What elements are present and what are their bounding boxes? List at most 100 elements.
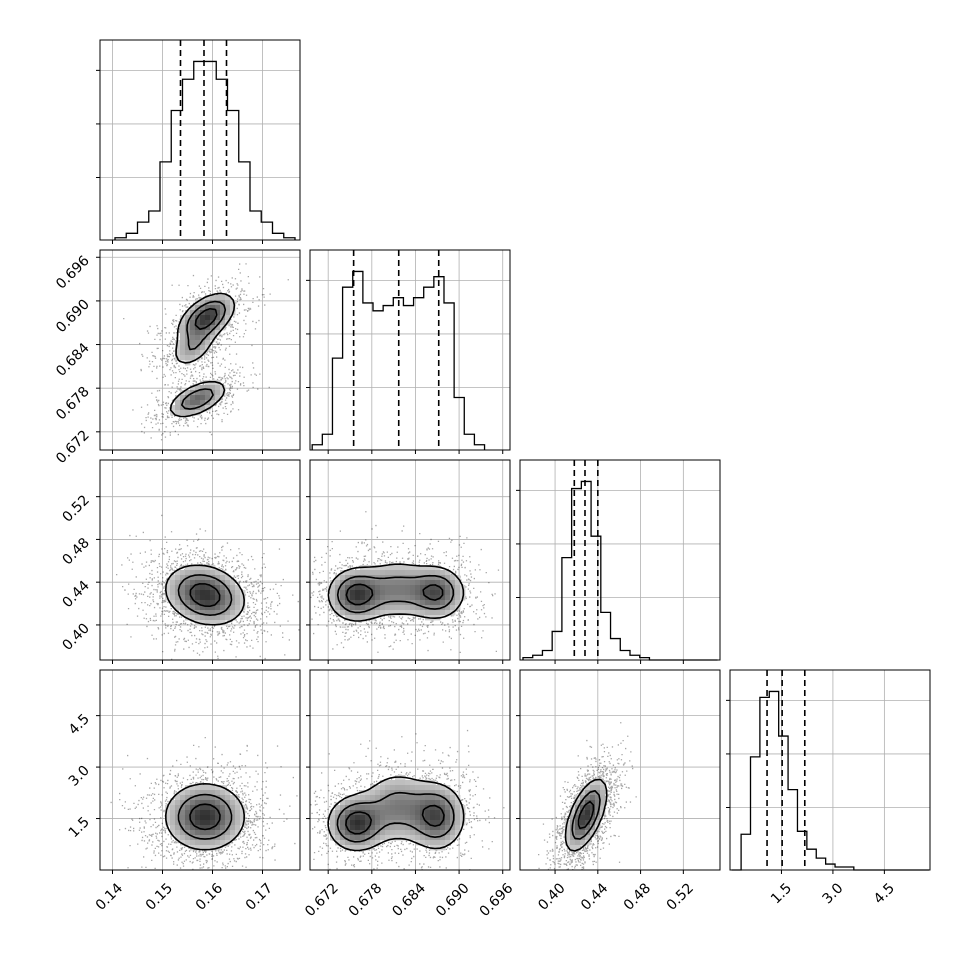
density-cell <box>360 600 366 606</box>
density-cell <box>200 575 206 581</box>
density-cell <box>175 835 181 841</box>
density-cell <box>210 800 216 806</box>
density-cell <box>180 815 186 821</box>
density-cell <box>370 830 376 836</box>
density-cell <box>185 395 191 401</box>
density-cell <box>420 605 426 611</box>
density-cell <box>600 805 606 811</box>
y-tick-label: 0.52 <box>59 492 92 525</box>
density-cell <box>410 785 416 791</box>
panel-background <box>310 460 510 660</box>
density-cell <box>435 835 441 841</box>
density-cell <box>390 800 396 806</box>
density-cell <box>415 825 421 831</box>
density-cell <box>205 840 211 846</box>
density-cell <box>600 795 606 801</box>
density-cell <box>440 825 446 831</box>
density-cell <box>350 615 356 621</box>
density-cell <box>380 830 386 836</box>
density-cell <box>430 590 436 596</box>
density-cell <box>175 395 181 401</box>
density-cell <box>425 835 431 841</box>
density-cell <box>180 810 186 816</box>
density-cell <box>185 590 191 596</box>
density-cell <box>420 590 426 596</box>
density-cell <box>175 400 181 406</box>
density-cell <box>225 810 231 816</box>
density-cell <box>195 590 201 596</box>
panel-background <box>100 460 300 660</box>
density-cell <box>575 800 581 806</box>
density-cell <box>575 830 581 836</box>
density-cell <box>335 610 341 616</box>
density-cell <box>185 825 191 831</box>
y-tick-label: 0.690 <box>53 296 93 336</box>
density-cell <box>220 320 226 326</box>
density-cell <box>380 785 386 791</box>
density-cell <box>210 790 216 796</box>
density-cell <box>210 785 216 791</box>
density-cell <box>395 805 401 811</box>
density-cell <box>210 600 216 606</box>
density-cell <box>205 820 211 826</box>
density-cell <box>200 840 206 846</box>
density-cell <box>375 585 381 591</box>
density-cell <box>210 605 216 611</box>
density-cell <box>380 815 386 821</box>
density-cell <box>170 590 176 596</box>
density-cell <box>205 605 211 611</box>
density-cell <box>370 835 376 841</box>
density-cell <box>205 330 211 336</box>
density-cell <box>200 805 206 811</box>
density-cell <box>405 795 411 801</box>
density-cell <box>360 575 366 581</box>
density-cell <box>405 605 411 611</box>
density-cell <box>375 800 381 806</box>
density-cell <box>230 610 236 616</box>
contour-line <box>194 308 218 330</box>
density-cell <box>570 815 576 821</box>
density-cell <box>215 575 221 581</box>
density-cell <box>440 835 446 841</box>
density-cell <box>200 335 206 341</box>
density-cell <box>350 835 356 841</box>
density-cell <box>380 805 386 811</box>
contour-line <box>177 793 233 840</box>
density-cell <box>180 795 186 801</box>
density-cell <box>420 575 426 581</box>
x-tick-label: 0.678 <box>346 880 386 920</box>
x-tick-label: 0.44 <box>578 880 611 913</box>
density-cell <box>190 840 196 846</box>
density-cell <box>415 565 421 571</box>
density-cell <box>180 820 186 826</box>
density-cell <box>180 835 186 841</box>
density-cell <box>395 830 401 836</box>
density-cell <box>595 795 601 801</box>
density-cell <box>445 815 451 821</box>
y-tick-label: 3.0 <box>66 763 93 790</box>
density-cell <box>445 835 451 841</box>
density-cell <box>385 605 391 611</box>
density-cell <box>395 580 401 586</box>
density-cell <box>355 845 361 851</box>
density-cell <box>230 605 236 611</box>
density-cell <box>420 840 426 846</box>
density-cell <box>440 595 446 601</box>
histogram-panel: 1.5 3.0 4.5 <box>726 669 931 907</box>
density-cell <box>410 605 416 611</box>
density-cell <box>575 835 581 841</box>
density-cell <box>170 585 176 591</box>
density-cell <box>335 835 341 841</box>
density-cell <box>385 805 391 811</box>
density-cell <box>195 795 201 801</box>
density-cell <box>405 805 411 811</box>
contour-line <box>189 583 221 607</box>
density-cell <box>455 805 461 811</box>
density-cell <box>205 785 211 791</box>
density-cell <box>445 585 451 591</box>
density-cell <box>435 830 441 836</box>
density-cell <box>230 810 236 816</box>
density-cell <box>345 820 351 826</box>
density-cell <box>380 795 386 801</box>
